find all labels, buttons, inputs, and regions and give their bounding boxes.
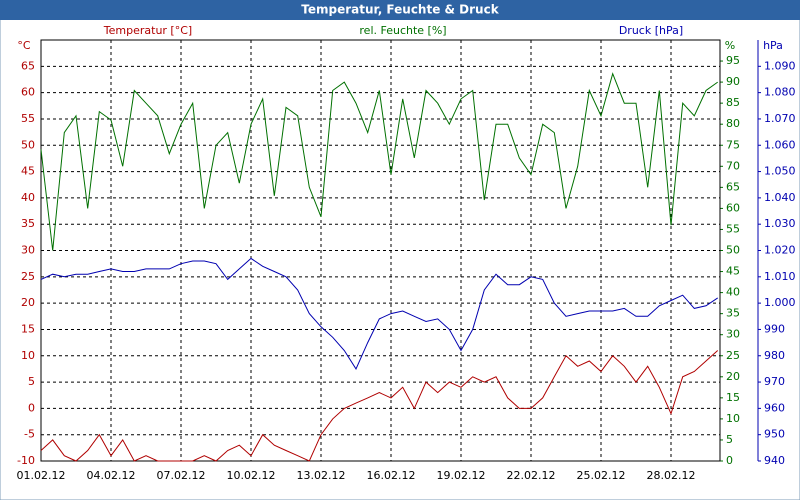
y-tick-label: -10 bbox=[17, 454, 35, 467]
y2-tick-label: 25 bbox=[726, 349, 740, 362]
y2-tick-label: 60 bbox=[726, 201, 740, 214]
y-tick-label: 15 bbox=[21, 322, 35, 335]
y2-tick-label: 30 bbox=[726, 328, 740, 341]
y2-tick-label: 80 bbox=[726, 117, 740, 130]
x-tick-label: 04.02.12 bbox=[87, 469, 136, 482]
y-tick-label: 10 bbox=[21, 349, 35, 362]
y2-tick-label: 35 bbox=[726, 307, 740, 320]
y3-tick-label: 970 bbox=[764, 375, 785, 388]
y3-tick-label: 1.060 bbox=[764, 138, 796, 151]
x-tick-label: 16.02.12 bbox=[367, 469, 416, 482]
x-tick-label: 19.02.12 bbox=[437, 469, 486, 482]
series-line bbox=[40, 350, 719, 462]
y-tick-label: 5 bbox=[28, 375, 35, 388]
y-tick-label: 45 bbox=[21, 165, 35, 178]
y-axis-label: °C bbox=[17, 39, 31, 52]
y-tick-label: 25 bbox=[21, 270, 35, 283]
y2-tick-label: 75 bbox=[726, 138, 740, 151]
y3-tick-label: 1.030 bbox=[764, 217, 796, 230]
y3-tick-label: 1.000 bbox=[764, 296, 796, 309]
y3-tick-label: 1.080 bbox=[764, 86, 796, 99]
y2-tick-label: 85 bbox=[726, 96, 740, 109]
x-tick-label: 13.02.12 bbox=[297, 469, 346, 482]
y3-tick-label: 1.040 bbox=[764, 191, 796, 204]
y-tick-label: 50 bbox=[21, 138, 35, 151]
y-tick-label: 40 bbox=[21, 191, 35, 204]
y-tick-label: 65 bbox=[21, 59, 35, 72]
y3-tick-label: 1.050 bbox=[764, 165, 796, 178]
y-tick-label: 55 bbox=[21, 112, 35, 125]
y2-tick-label: 50 bbox=[726, 244, 740, 257]
y2-tick-label: 0 bbox=[726, 454, 733, 467]
y2-tick-label: 90 bbox=[726, 75, 740, 88]
y-tick-label: 20 bbox=[21, 296, 35, 309]
title-bar bbox=[0, 0, 800, 20]
y2-tick-label: 10 bbox=[726, 412, 740, 425]
y-tick-label: 30 bbox=[21, 244, 35, 257]
y-tick-label: 35 bbox=[21, 217, 35, 230]
y-tick-label: 0 bbox=[28, 401, 35, 414]
x-tick-label: 10.02.12 bbox=[227, 469, 276, 482]
y2-tick-label: 15 bbox=[726, 391, 740, 404]
y2-tick-label: 65 bbox=[726, 180, 740, 193]
y3-axis-label: hPa bbox=[763, 39, 783, 52]
y3-tick-label: 960 bbox=[764, 401, 785, 414]
x-tick-label: 28.02.12 bbox=[647, 469, 696, 482]
y3-tick-label: 1.010 bbox=[764, 270, 796, 283]
y-tick-label: 60 bbox=[21, 86, 35, 99]
x-tick-label: 07.02.12 bbox=[157, 469, 206, 482]
legend-label: Temperatur [°C] bbox=[103, 24, 192, 37]
y2-tick-label: 20 bbox=[726, 370, 740, 383]
legend-label: rel. Feuchte [%] bbox=[359, 24, 446, 37]
x-tick-label: 25.02.12 bbox=[577, 469, 626, 482]
y3-tick-label: 950 bbox=[764, 428, 785, 441]
y3-tick-label: 1.020 bbox=[764, 244, 796, 257]
y2-tick-label: 5 bbox=[726, 433, 733, 446]
series-line bbox=[40, 72, 718, 251]
y3-tick-label: 1.090 bbox=[764, 59, 796, 72]
plot-frame bbox=[40, 39, 721, 462]
series-line bbox=[40, 257, 718, 370]
y2-tick-label: 95 bbox=[726, 54, 740, 67]
y2-tick-label: 40 bbox=[726, 286, 740, 299]
chart-title: Temperatur, Feuchte & Druck bbox=[301, 3, 499, 17]
x-tick-label: 01.02.12 bbox=[17, 469, 66, 482]
y2-tick-label: 55 bbox=[726, 222, 740, 235]
y3-tick-label: 990 bbox=[764, 322, 785, 335]
y2-tick-label: 70 bbox=[726, 159, 740, 172]
y2-tick-label: 45 bbox=[726, 265, 740, 278]
y3-tick-label: 980 bbox=[764, 349, 785, 362]
y3-tick-label: 1.070 bbox=[764, 112, 796, 125]
x-tick-label: 22.02.12 bbox=[507, 469, 556, 482]
legend-label: Druck [hPa] bbox=[619, 24, 683, 37]
y2-axis-label: % bbox=[725, 39, 735, 52]
y3-tick-label: 940 bbox=[764, 454, 785, 467]
y-tick-label: -5 bbox=[24, 428, 35, 441]
